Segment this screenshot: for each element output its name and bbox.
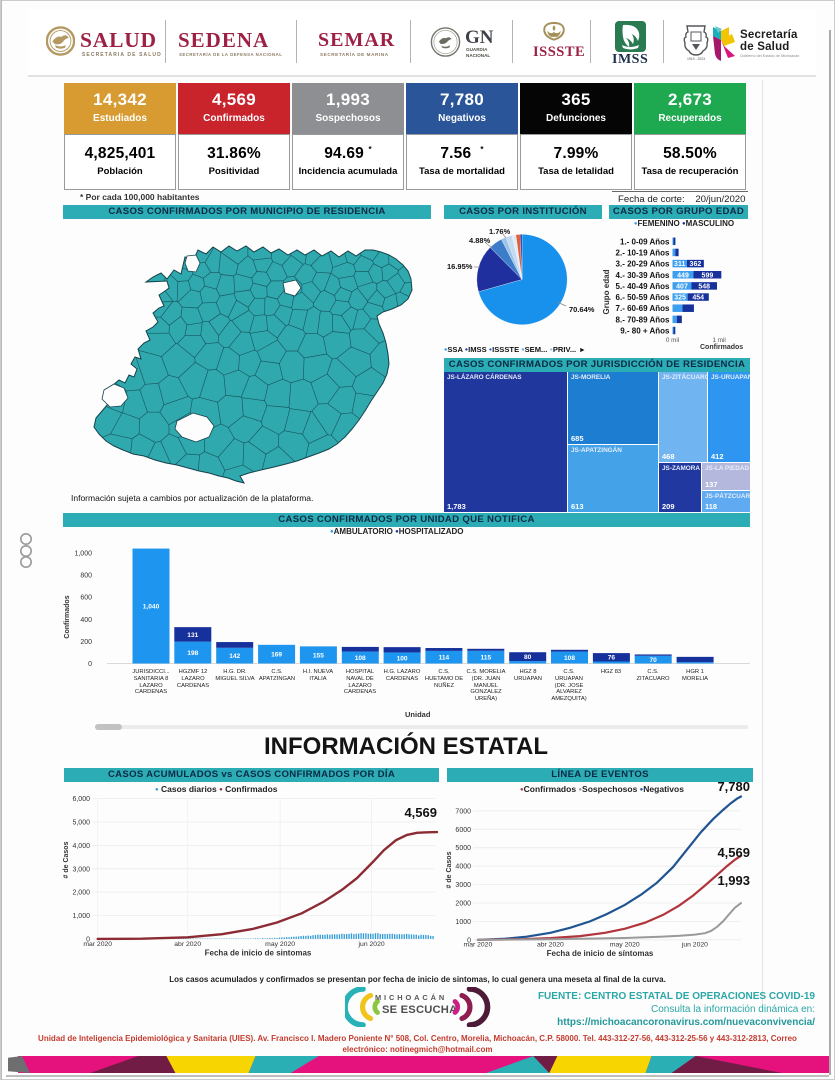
- svg-text:108: 108: [355, 655, 366, 662]
- svg-text:5000: 5000: [455, 845, 471, 852]
- svg-text:70.64%: 70.64%: [569, 305, 595, 314]
- svg-text:4000: 4000: [455, 864, 471, 871]
- svg-text:169: 169: [271, 652, 282, 659]
- svg-text:115: 115: [480, 655, 491, 662]
- svg-text:jun 2020: jun 2020: [681, 942, 708, 949]
- svg-text:5.- 40-49 Años: 5.- 40-49 Años: [616, 282, 670, 291]
- svg-text:2000: 2000: [455, 901, 471, 908]
- svg-text:SE ESCUCHA: SE ESCUCHA: [382, 1004, 457, 1016]
- svg-text:599: 599: [702, 272, 714, 279]
- svg-text:108: 108: [564, 655, 575, 662]
- svg-text:# de Casos: # de Casos: [446, 851, 453, 888]
- svg-text:Confirmados: Confirmados: [64, 595, 71, 638]
- svg-text:76: 76: [608, 655, 616, 662]
- svg-text:16.95%: 16.95%: [447, 262, 473, 271]
- svg-text:0: 0: [467, 937, 471, 944]
- svg-text:4,000: 4,000: [72, 843, 90, 850]
- svg-text:198: 198: [187, 650, 198, 657]
- svg-text:jun 2020: jun 2020: [358, 941, 385, 948]
- svg-text:407: 407: [676, 284, 688, 291]
- svg-text:mar 2020: mar 2020: [464, 942, 493, 949]
- svg-text:1.- 0-09 Años: 1.- 0-09 Años: [620, 237, 670, 246]
- svg-text:114: 114: [439, 655, 450, 662]
- svg-text:311: 311: [674, 261, 685, 268]
- svg-text:600: 600: [80, 595, 92, 602]
- svg-text:4.88%: 4.88%: [469, 236, 491, 245]
- svg-text:0: 0: [88, 661, 92, 668]
- svg-text:400: 400: [80, 617, 92, 624]
- svg-text:548: 548: [698, 284, 710, 291]
- svg-text:131: 131: [187, 632, 198, 639]
- svg-text:1,040: 1,040: [143, 603, 160, 610]
- svg-text:142: 142: [229, 653, 240, 660]
- svg-text:5,000: 5,000: [72, 820, 90, 827]
- svg-text:7.- 60-69 Años: 7.- 60-69 Años: [616, 304, 670, 313]
- svg-text:155: 155: [313, 652, 324, 659]
- svg-text:70: 70: [650, 657, 658, 664]
- svg-text:4,569: 4,569: [717, 845, 750, 860]
- svg-text:MICHOACÁN: MICHOACÁN: [375, 993, 447, 1002]
- svg-text:1,993: 1,993: [717, 873, 750, 888]
- svg-text:# de Casos: # de Casos: [63, 841, 70, 878]
- svg-text:1000: 1000: [455, 919, 471, 926]
- svg-text:200: 200: [80, 639, 92, 646]
- svg-text:7000: 7000: [455, 808, 471, 815]
- svg-text:0 mil: 0 mil: [666, 337, 679, 344]
- svg-text:3,000: 3,000: [72, 866, 90, 873]
- svg-text:4.- 30-39 Años: 4.- 30-39 Años: [616, 271, 670, 280]
- svg-text:454: 454: [692, 295, 704, 302]
- svg-text:325: 325: [674, 295, 686, 302]
- svg-text:6000: 6000: [455, 827, 471, 834]
- svg-text:abr 2020: abr 2020: [174, 941, 201, 948]
- svg-text:449: 449: [677, 272, 689, 279]
- svg-text:Grupo edad: Grupo edad: [602, 269, 611, 314]
- svg-text:may 2020: may 2020: [610, 942, 640, 949]
- svg-text:4,569: 4,569: [404, 805, 437, 820]
- svg-text:1.76%: 1.76%: [489, 227, 511, 236]
- svg-text:800: 800: [80, 573, 92, 580]
- svg-text:1919 - 2023: 1919 - 2023: [687, 57, 705, 61]
- svg-text:Fecha de inicio de síntomas: Fecha de inicio de síntomas: [547, 949, 654, 958]
- svg-text:362: 362: [690, 261, 702, 268]
- svg-text:8.- 70-89 Años: 8.- 70-89 Años: [616, 315, 670, 324]
- svg-text:3000: 3000: [455, 882, 471, 889]
- svg-text:2.- 10-19 Años: 2.- 10-19 Años: [616, 249, 670, 258]
- svg-text:6.- 50-59 Años: 6.- 50-59 Años: [616, 293, 670, 302]
- svg-text:7,780: 7,780: [717, 782, 750, 794]
- svg-text:2,000: 2,000: [72, 890, 90, 897]
- svg-text:1 mil: 1 mil: [712, 337, 725, 344]
- svg-text:may 2020: may 2020: [265, 941, 295, 948]
- svg-text:Confirmados: Confirmados: [700, 344, 743, 351]
- svg-text:9.- 80 + Años: 9.- 80 + Años: [620, 327, 670, 336]
- svg-text:3.- 20-29 Años: 3.- 20-29 Años: [616, 260, 670, 269]
- svg-text:1,000: 1,000: [74, 551, 92, 558]
- svg-text:abr 2020: abr 2020: [537, 942, 564, 949]
- svg-text:mar 2020: mar 2020: [83, 941, 112, 948]
- svg-text:0: 0: [86, 936, 90, 943]
- svg-text:100: 100: [397, 655, 408, 662]
- svg-text:6,000: 6,000: [72, 796, 90, 803]
- svg-text:1,000: 1,000: [72, 913, 90, 920]
- svg-text:Fecha de inicio de sintomas: Fecha de inicio de sintomas: [205, 949, 312, 958]
- svg-text:80: 80: [524, 654, 532, 661]
